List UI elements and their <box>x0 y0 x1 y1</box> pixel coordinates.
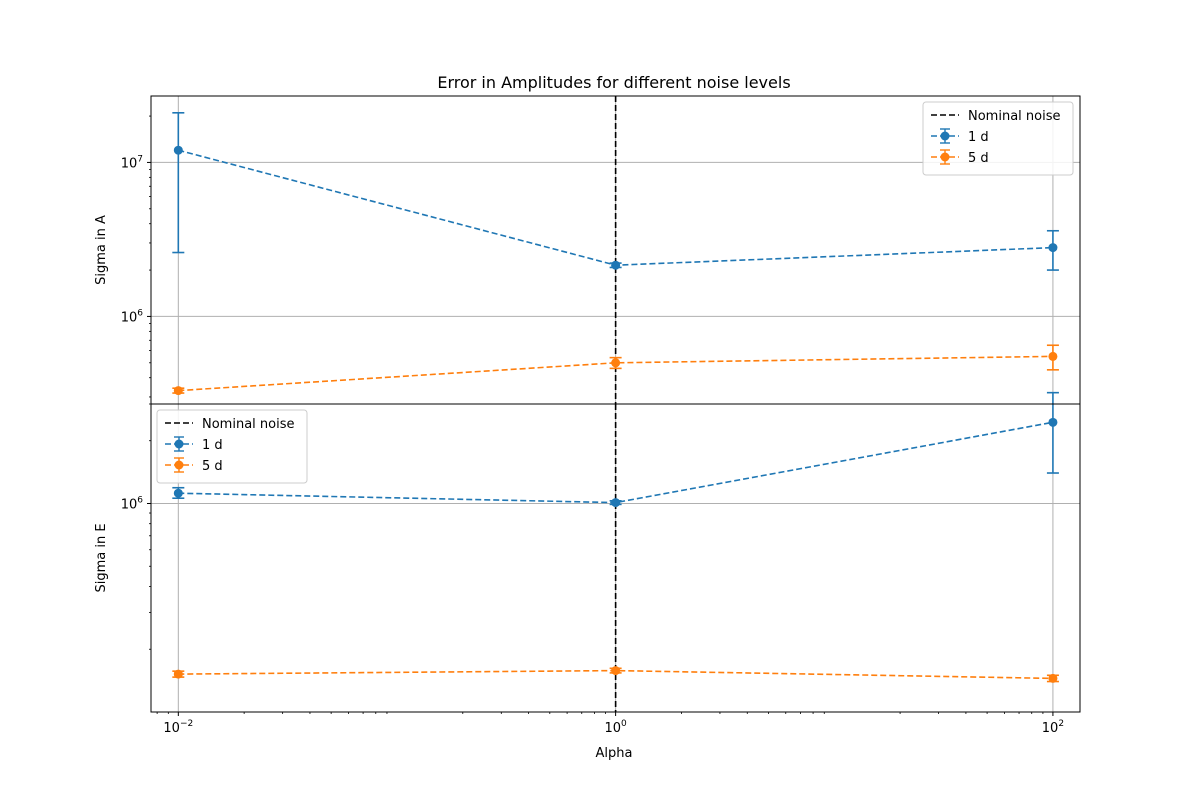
data-point <box>1048 352 1057 361</box>
data-point <box>611 358 620 367</box>
y-tick-label: 107 <box>121 154 143 171</box>
legend-label: 1 d <box>202 438 223 453</box>
data-point <box>1048 674 1057 683</box>
legend-label: 5 d <box>202 459 223 474</box>
x-axis-label: Alpha <box>596 746 633 761</box>
legend-label: Nominal noise <box>968 109 1060 124</box>
x-tick-label: 100 <box>604 719 627 736</box>
data-point <box>611 666 620 675</box>
legend-label: 1 d <box>968 130 989 145</box>
panel-2: 106 10−2 100 102 Sigma in E Nominal noise 1 d 5… <box>94 393 1080 736</box>
y-axis-label: Sigma in E <box>94 523 109 592</box>
legend-swatch-marker <box>175 461 184 470</box>
data-point <box>174 670 183 679</box>
legend-label: 5 d <box>968 151 989 166</box>
data-point <box>1048 418 1057 427</box>
x-tick-label: 102 <box>1042 719 1064 736</box>
chart-title: Error in Amplitudes for different noise … <box>437 73 790 92</box>
y-axis-label: Sigma in A <box>94 215 109 285</box>
legend-label: Nominal noise <box>202 417 294 432</box>
y-tick-label: 106 <box>121 495 144 512</box>
data-point <box>174 489 183 498</box>
x-tick-label: 10−2 <box>163 719 193 736</box>
data-point <box>611 261 620 270</box>
data-point <box>174 386 183 395</box>
legend-swatch-marker <box>941 132 950 141</box>
legend-swatch-marker <box>175 440 184 449</box>
legend: Nominal noise 1 d 5 d <box>157 410 307 483</box>
y-tick-label: 106 <box>121 308 144 325</box>
data-point <box>1048 243 1057 252</box>
legend-swatch-marker <box>941 153 950 162</box>
data-point <box>611 498 620 507</box>
data-point <box>174 146 183 155</box>
panel-1: 106 107 Sigma in A Nominal noise 1 d 5 d <box>94 96 1080 404</box>
legend: Nominal noise 1 d 5 d <box>923 102 1073 175</box>
